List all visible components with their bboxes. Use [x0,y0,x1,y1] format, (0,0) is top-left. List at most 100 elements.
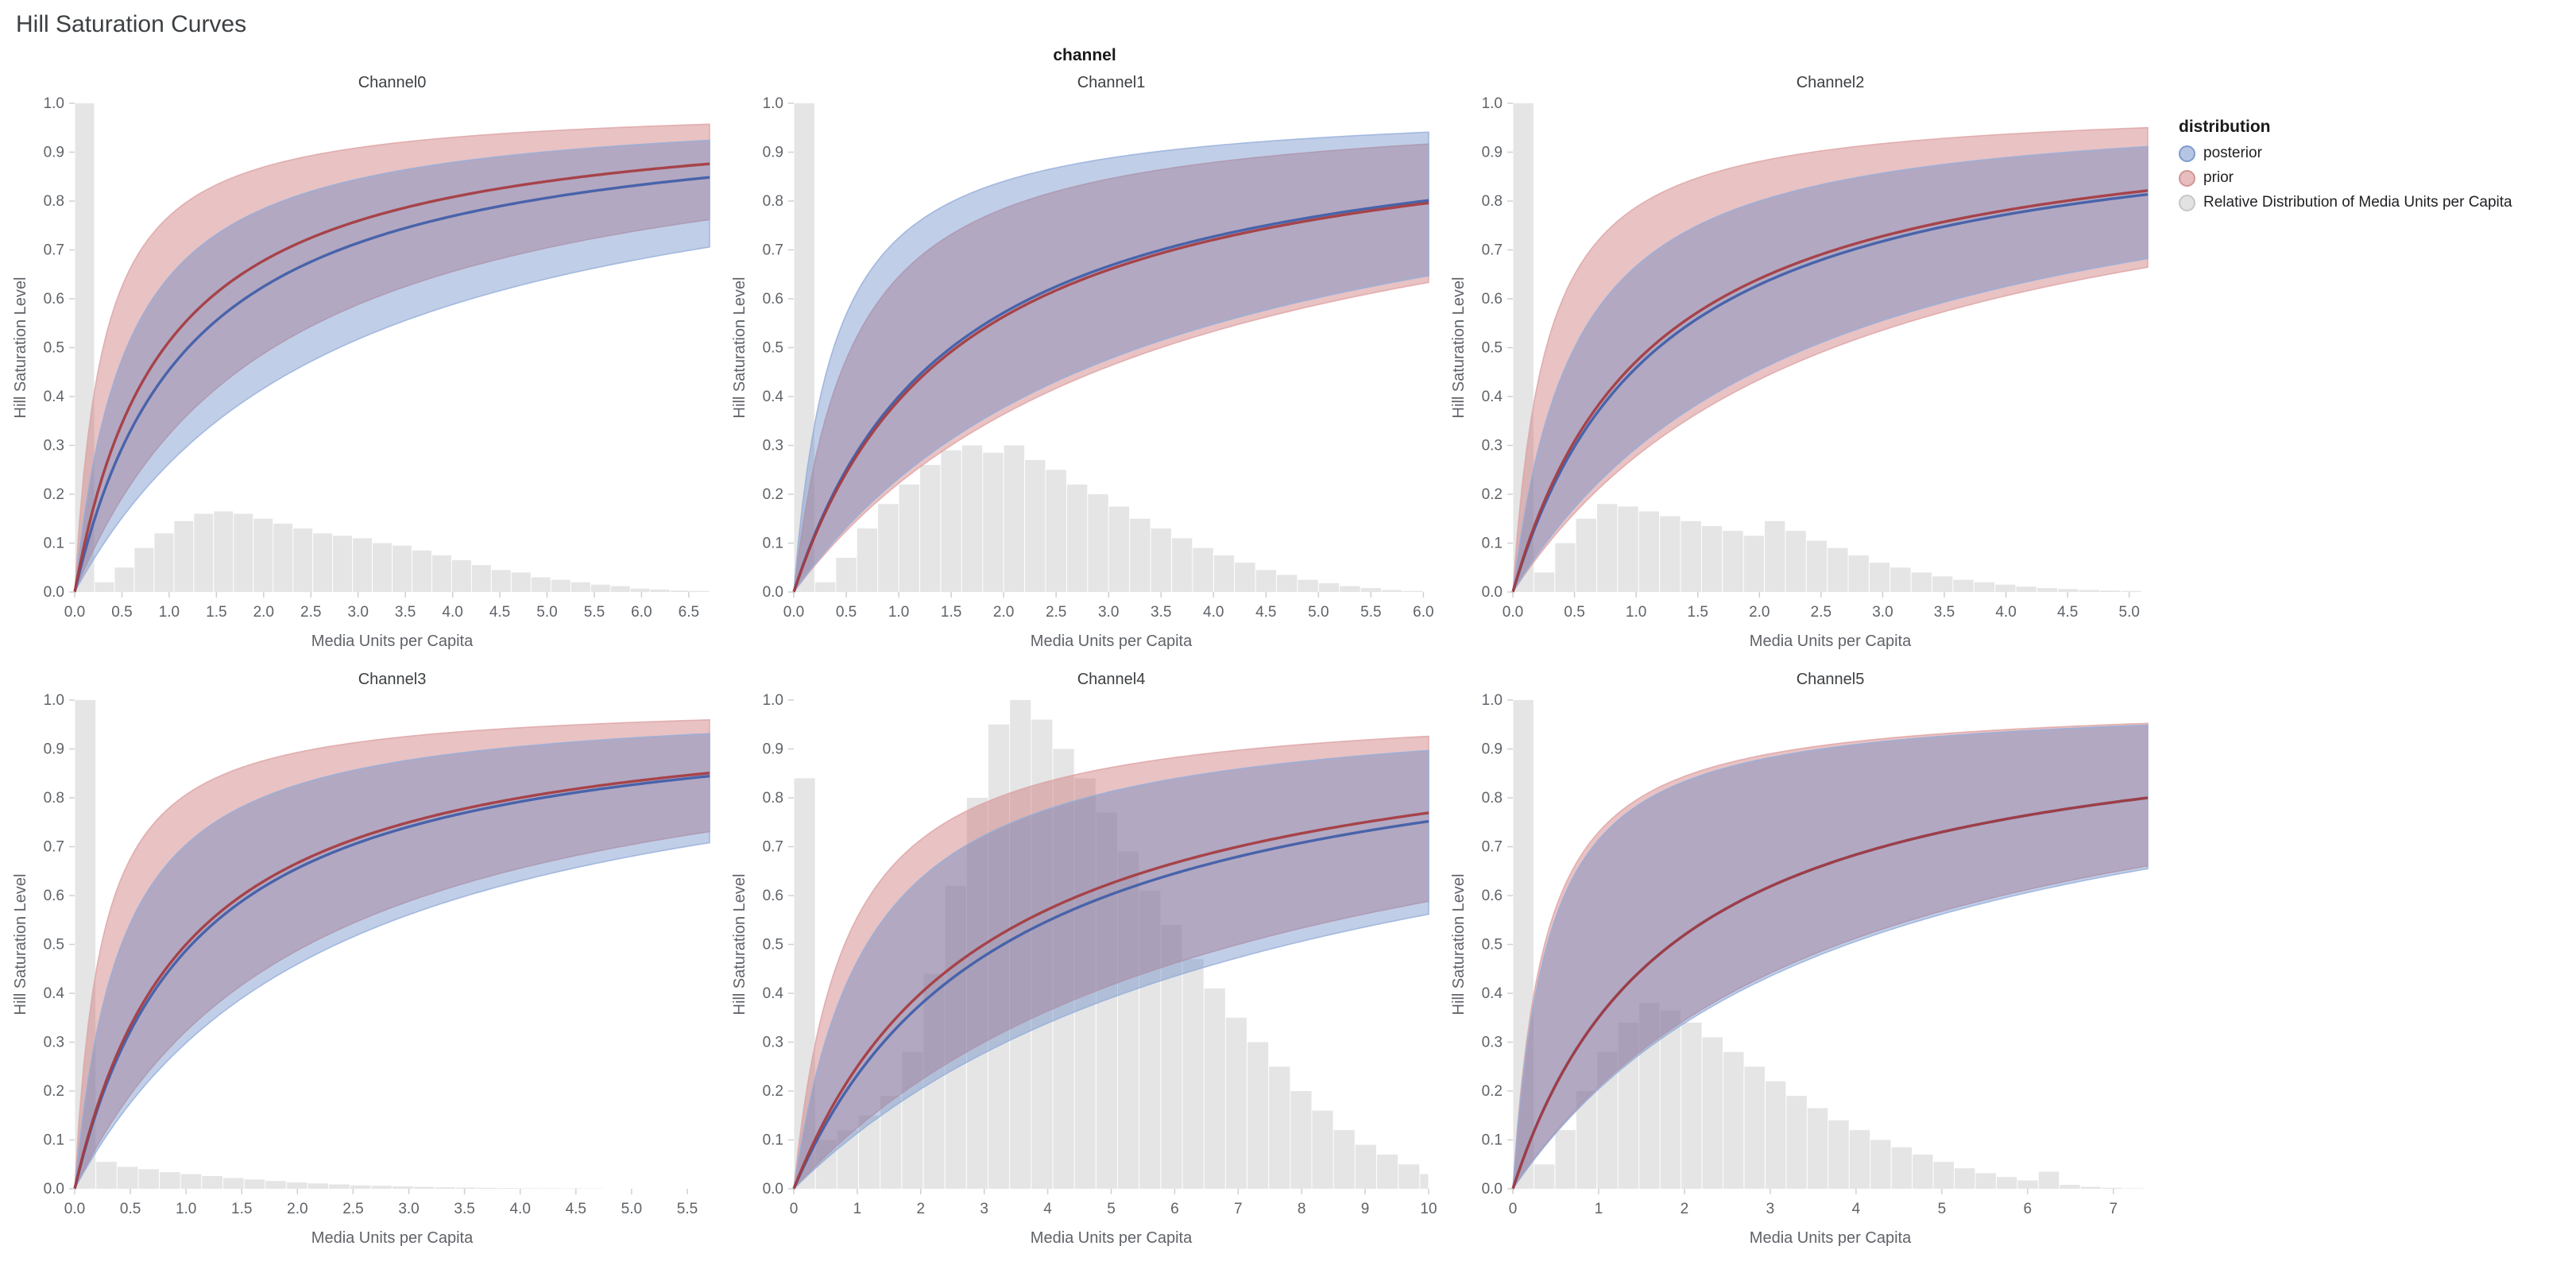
y-tick-label: 1.0 [44,95,64,112]
y-tick-label: 0.6 [44,888,64,904]
x-tick-label: 6.0 [1413,604,1433,621]
y-axis: 0.0 0.1 0.2 0.3 0.4 0.5 0.6 0.7 0.8 0.9 1.0 Hill Sa… [731,692,794,1198]
legend-swatch-media-distribution [2179,194,2195,211]
histogram-bar [670,590,690,592]
histogram-bar [491,570,511,592]
histogram-bar [690,590,710,592]
y-tick-label: 1.0 [44,692,64,709]
y-axis-title: Hill Saturation Level [731,277,748,419]
y-tick-label: 0.0 [1482,584,1503,601]
histogram-bar [983,452,1004,592]
y-axis-title: Hill Saturation Level [12,277,29,419]
histogram-bar [174,520,194,592]
x-tick-label: 4.0 [509,1201,530,1217]
histogram-bar [945,885,966,1189]
histogram-bar [393,1186,413,1189]
y-tick-label: 0.6 [1482,291,1503,308]
histogram-bar [1807,1108,1828,1189]
y-tick-label: 0.1 [44,1132,64,1149]
histogram-bar [154,533,174,592]
legend-item-posterior: posterior [2179,145,2568,162]
histogram-bar [371,1186,392,1189]
posterior-mean-line [792,199,1429,593]
y-tick-label: 0.4 [1482,389,1503,405]
x-tick-label: 4.0 [1203,604,1224,621]
x-tick-label: 2.0 [1749,604,1770,621]
histogram-bar [498,1188,519,1189]
x-tick-label: 4.5 [566,1201,586,1217]
y-tick-label: 0.4 [763,985,784,1002]
y-tick-label: 0.1 [1482,536,1503,552]
histogram-bar [837,1130,858,1189]
histogram-bar [253,518,273,592]
histogram-bar [1953,579,1974,593]
histogram-bar [1088,494,1108,592]
x-tick-label: 3 [980,1201,988,1217]
x-tick-label: 5.0 [1308,604,1329,621]
y-tick-label: 0.1 [763,1132,783,1149]
histogram-bar [1046,470,1066,592]
posterior-credible-band [1512,145,2149,593]
histogram-bar [431,555,451,593]
x-tick-label: 2.5 [342,1201,363,1217]
x-tick-label: 2 [917,1201,926,1217]
histogram-bar [1828,548,1848,592]
y-tick-label: 0.5 [1482,340,1503,357]
legend-swatch-prior [2179,169,2195,187]
histogram-bar [2121,590,2141,592]
histogram-bar [1848,555,1869,593]
histogram-bar [1723,531,1743,593]
histogram-bar [1031,719,1053,1189]
histogram-bar [350,1185,371,1189]
histogram-bar [519,1188,540,1189]
y-tick-label: 0.2 [44,486,64,503]
y-tick-label: 0.6 [44,291,64,308]
histogram-bar [857,528,878,592]
x-tick-label: 1.5 [231,1201,252,1217]
y-tick-label: 0.2 [763,1083,783,1100]
y-tick-label: 0.3 [763,1035,783,1051]
histogram-bar [138,1169,160,1189]
histogram-bar [222,1178,244,1189]
posterior-credible-band [792,749,1429,1191]
histogram-bar [1096,812,1117,1189]
x-tick-label: 1.5 [941,604,961,621]
media-distribution-histogram [794,103,1423,593]
histogram-bar [1974,582,1995,592]
y-tick-label: 0.7 [1482,839,1503,856]
media-distribution-histogram [75,103,710,593]
subplot-title: Channel5 [1797,671,1865,688]
histogram-bar [1996,1177,2017,1189]
histogram-bar [1932,576,1953,592]
histogram-bar [1828,1120,1849,1189]
y-tick-label: 0.2 [1482,486,1503,503]
facet-channel2: Channel2 0.0 0.5 1.0 1.5 2.0 2.5 3.0 3.5 4.0 4.5 5.… [1445,67,2164,659]
y-tick-label: 0.9 [763,145,783,161]
legend-items: posterior prior Relative Distribution of M… [2179,145,2568,211]
x-tick-label: 2.0 [993,604,1014,621]
histogram-bar [1534,1164,1555,1189]
x-axis-title: Media Units per Capita [1031,1229,1193,1247]
histogram-bar [551,579,571,593]
histogram-bar [134,548,154,592]
x-axis: 0.0 0.5 1.0 1.5 2.0 2.5 3.0 3.5 4.0 4.5 5.0 5.5 6.0 6… [64,592,699,650]
histogram-bar [75,103,95,592]
x-tick-label: 4 [1852,1201,1861,1217]
histogram-bar [194,513,214,592]
histogram-bar [540,1188,562,1189]
x-tick-label: 4 [1043,1201,1052,1217]
histogram-bar [2060,1185,2080,1189]
media-distribution-histogram [1513,700,2144,1189]
histogram-bar [286,1182,307,1189]
histogram-bar [1277,575,1298,592]
histogram-bar [1681,1022,1702,1189]
y-tick-label: 0.1 [44,536,64,552]
histogram-bar [333,536,353,592]
subplot-title: Channel2 [1797,74,1865,91]
histogram-bar [1701,525,1723,592]
posterior-mean-line [73,774,710,1190]
histogram-bar [1290,1091,1312,1189]
chart-channel4: Channel4 0 1 2 3 4 5 6 7 8 9 10 Media Units per Capi… [731,671,1437,1247]
x-tick-label: 2 [1681,1201,1689,1217]
